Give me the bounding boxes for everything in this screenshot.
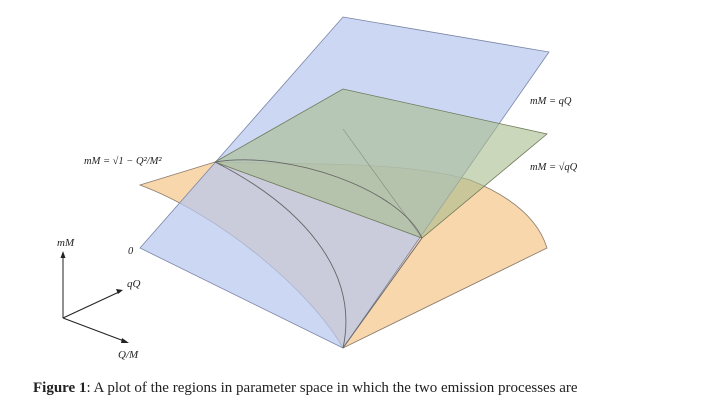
green-surface xyxy=(214,88,548,239)
green-apex-line xyxy=(342,128,423,239)
axis-label-horizontal: Q/M xyxy=(118,349,139,361)
label-zero-tick: 0 xyxy=(128,246,134,257)
label-surface-mid: mM = √qQ xyxy=(530,161,578,173)
label-surface-left: mM = √1 − Q²/M² xyxy=(84,155,162,167)
axis-label-depth: qQ xyxy=(127,278,141,290)
intersection-curve-left xyxy=(214,161,347,349)
parameter-space-figure: mM = qQ mM = √qQ mM = √1 − Q²/M² 0 mM qQ… xyxy=(57,16,578,361)
intersection-line-lower xyxy=(342,237,423,349)
caption-text: : A plot of the regions in parameter spa… xyxy=(86,380,578,396)
label-surface-top: mM = qQ xyxy=(530,96,572,107)
axis-label-vertical: mM xyxy=(57,237,75,249)
caption-label: Figure 1 xyxy=(33,380,87,396)
intersection-curve-right xyxy=(214,159,423,239)
axes xyxy=(60,251,129,343)
figure-caption: Figure 1: A plot of the regions in param… xyxy=(33,380,703,397)
